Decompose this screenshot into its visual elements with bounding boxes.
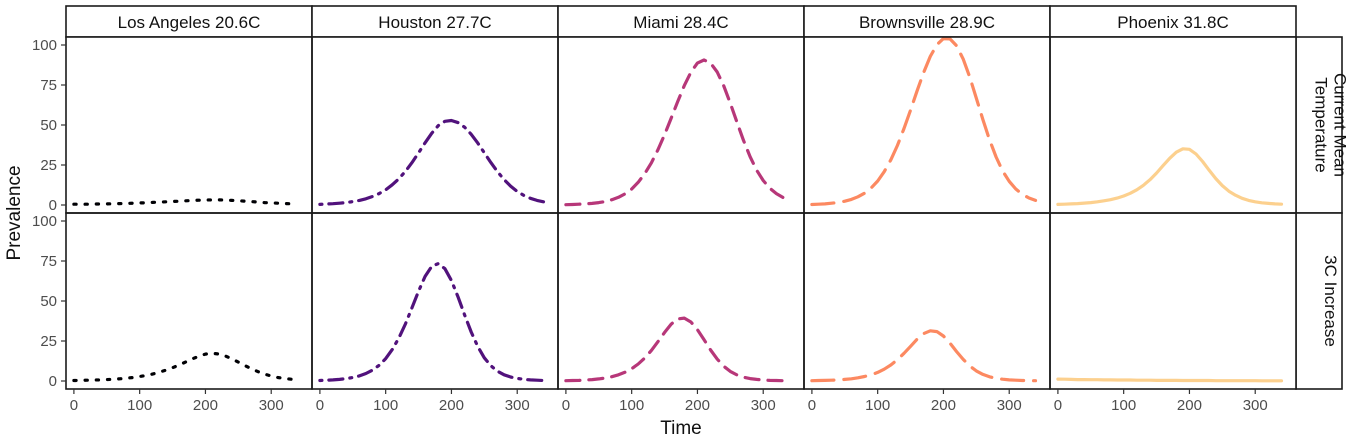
x-axis-title: Time [660,418,702,439]
y-tick-label-r2-75: 75 [40,253,57,270]
series-line-r1c3 [564,58,792,207]
panel-background-r2c2 [312,213,558,389]
x-tick-label-c2-100: 100 [373,397,398,414]
panel-background-r1c2 [312,37,558,213]
y-tick-label-r1-0: 0 [49,197,57,214]
panel-background-r2c5 [1050,213,1296,389]
series-line-r2c4 [810,329,1038,383]
panel-background-r1c5 [1050,37,1296,213]
x-tick-label-c4-0: 0 [808,397,816,414]
x-tick-label-c3-200: 200 [685,397,710,414]
y-tick-label-r1-75: 75 [40,77,57,94]
x-tick-label-c5-100: 100 [1111,397,1136,414]
series-line-r2c5 [1056,377,1284,383]
x-tick-label-c5-300: 300 [1243,397,1268,414]
row-strip-label-1-line-1: Current Mean [1331,73,1350,177]
series-line-r1c2 [318,118,546,206]
series-line-r1c4 [810,37,1038,207]
x-tick-label-c2-200: 200 [439,397,464,414]
column-strip-label-4: Brownsville 28.9C [859,13,995,32]
x-tick-label-c3-0: 0 [562,397,570,414]
x-tick-label-c1-200: 200 [193,397,218,414]
panel-background-r2c1 [66,213,312,389]
series-line-r2c3 [564,316,792,383]
panel-background-r2c3 [558,213,804,389]
row-strip-label-1-line-2: Temperature [1312,77,1331,172]
row-strip-label-2-line-1: 3C Increase [1321,255,1340,347]
panel-border-r2c5 [1049,212,1297,390]
series-line-r2c2 [318,262,546,383]
y-tick-label-r1-50: 50 [40,117,57,134]
x-tick-label-c1-0: 0 [70,397,78,414]
x-tick-label-c1-100: 100 [127,397,152,414]
y-tick-label-r2-25: 25 [40,333,57,350]
x-tick-label-c3-300: 300 [751,397,776,414]
panel-background-r1c3 [558,37,804,213]
x-tick-label-c5-200: 200 [1177,397,1202,414]
x-tick-label-c3-100: 100 [619,397,644,414]
column-strip-label-3: Miami 28.4C [633,13,728,32]
series-line-r1c1 [72,198,300,206]
series-line-r1c5 [1056,147,1284,206]
x-tick-label-c1-300: 300 [259,397,284,414]
x-tick-label-c5-0: 0 [1054,397,1062,414]
column-strip-1 [65,5,313,38]
y-tick-label-r1-25: 25 [40,157,57,174]
column-strip-label-5: Phoenix 31.8C [1117,13,1229,32]
y-axis-title: Prevalence [4,165,25,260]
row-strip-2 [1295,212,1343,390]
column-strip-label-1: Los Angeles 20.6C [118,13,261,32]
x-tick-label-c2-0: 0 [316,397,324,414]
x-tick-label-c4-200: 200 [931,397,956,414]
panel-background-r2c4 [804,213,1050,389]
y-tick-label-r2-100: 100 [32,213,57,230]
column-strip-label-2: Houston 27.7C [378,13,491,32]
y-tick-label-r2-0: 0 [49,373,57,390]
column-strip-2 [311,5,559,38]
x-tick-label-c4-300: 300 [997,397,1022,414]
y-tick-label-r2-50: 50 [40,293,57,310]
y-tick-label-r1-100: 100 [32,37,57,54]
x-tick-label-c2-300: 300 [505,397,530,414]
panel-background-r1c1 [66,37,312,213]
x-tick-label-c4-100: 100 [865,397,890,414]
series-line-r2c1 [72,351,300,383]
